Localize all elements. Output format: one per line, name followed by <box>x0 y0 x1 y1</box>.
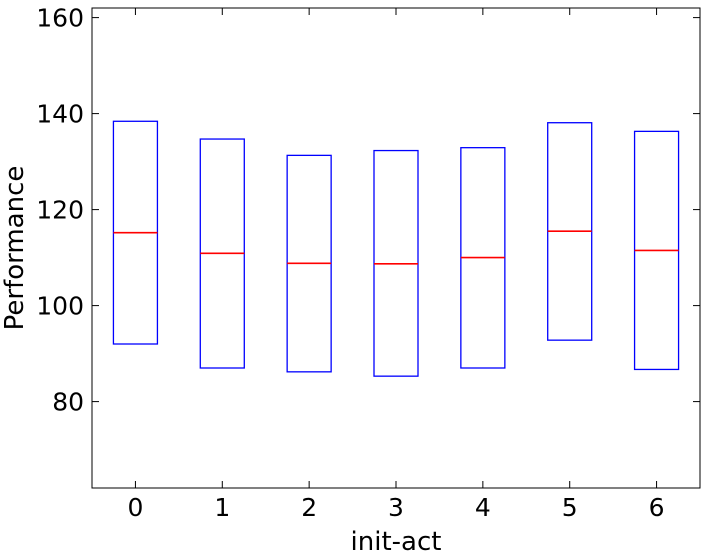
x-tick-label: 5 <box>562 493 578 522</box>
plot-area-frame <box>91 7 701 489</box>
boxes-group <box>112 120 680 377</box>
x-tick-label: 6 <box>649 493 665 522</box>
x-axis: 0 1 2 3 4 5 6 <box>127 8 665 522</box>
y-tick-label: 160 <box>36 4 84 33</box>
y-tick-label: 80 <box>52 388 84 417</box>
y-tick-label: 120 <box>36 196 84 225</box>
x-tick-label: 3 <box>388 493 404 522</box>
x-tick-label: 2 <box>301 493 317 522</box>
x-tick-label: 0 <box>127 493 143 522</box>
y-tick-label: 140 <box>36 100 84 129</box>
y-tick-label: 100 <box>36 292 84 321</box>
x-axis-title: init-act <box>351 527 442 557</box>
y-axis: 80 100 120 140 160 <box>36 4 700 417</box>
x-tick-label: 4 <box>475 493 491 522</box>
y-axis-title: Performance <box>0 166 30 331</box>
x-tick-label: 1 <box>214 493 230 522</box>
